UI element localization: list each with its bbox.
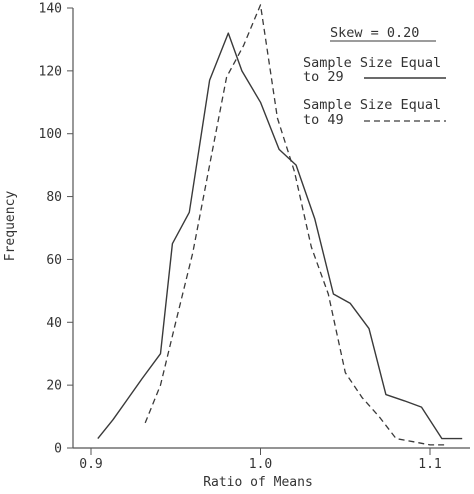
y-tick-label: 120 xyxy=(39,64,62,79)
legend-series-1-line-2: to 29 xyxy=(303,69,344,85)
legend: Skew = 0.20 Sample Size Equal to 29 Samp… xyxy=(303,25,446,128)
legend-series-2-line-2: to 49 xyxy=(303,112,344,128)
x-tick-label: 0.9 xyxy=(79,457,102,472)
x-tick-label: 1.0 xyxy=(249,457,272,472)
y-axis-label: Frequency xyxy=(3,191,18,262)
x-tick-label: 1.1 xyxy=(418,457,441,472)
series-1-line xyxy=(97,32,463,440)
y-tick-label: 80 xyxy=(46,190,62,205)
chart-title: Skew = 0.20 xyxy=(330,25,419,41)
y-tick-label: 100 xyxy=(39,127,62,142)
series-layer xyxy=(97,4,463,446)
y-tick-label: 0 xyxy=(54,442,62,457)
plot-area xyxy=(72,8,470,449)
y-tick-label: 60 xyxy=(46,253,62,268)
y-axis-ticks: 0 20 40 60 80 100 120 140 xyxy=(39,2,73,457)
x-axis-ticks: 0.9 1.0 1.1 xyxy=(79,448,442,472)
y-tick-label: 140 xyxy=(39,2,62,17)
x-axis-label: Ratio of Means xyxy=(203,475,313,490)
legend-series-2-line-1: Sample Size Equal xyxy=(303,97,441,113)
y-tick-label: 20 xyxy=(46,379,62,394)
legend-series-1-line-1: Sample Size Equal xyxy=(303,55,441,71)
y-tick-label: 40 xyxy=(46,316,62,331)
